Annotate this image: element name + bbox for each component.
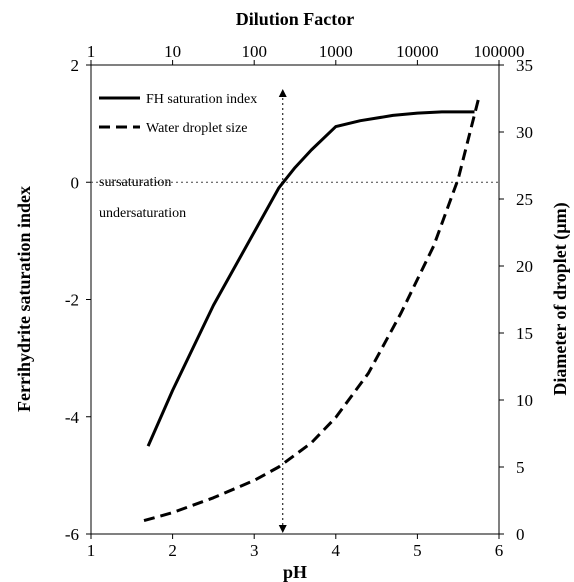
arrowhead-down-icon [278,525,287,533]
bottom-tick-label: 5 [413,541,422,560]
right-tick-label: 10 [516,391,533,410]
arrowhead-up-icon [278,89,287,97]
right-tick-label: 30 [516,123,533,142]
legend: FH saturation index Water droplet size [99,92,257,136]
left-ticks: -6 -4 -2 0 2 [65,56,91,544]
bottom-tick-label: 6 [495,541,504,560]
series-group [143,98,481,523]
bottom-tick-label: 1 [87,541,96,560]
right-tick-label: 15 [516,324,533,343]
top-tick-label: 100 [241,42,267,61]
x-axis-title: pH [283,562,307,582]
bottom-tick-label: 4 [332,541,341,560]
left-axis-title: Ferrihydrite saturation index [14,186,34,412]
right-tick-label: 5 [516,458,525,477]
right-axis-title: Diameter of droplet (µm) [550,202,571,395]
bottom-tick-label: 3 [250,541,259,560]
annotation-sursaturation: sursaturation [99,175,171,190]
right-tick-label: 35 [516,56,533,75]
top-tick-label: 1000 [319,42,353,61]
left-tick-label: -2 [65,291,79,310]
top-tick-label: 1 [87,42,96,61]
reference-lines [91,89,499,533]
top-tick-label: 10 [164,42,181,61]
top-tick-label: 100000 [474,42,525,61]
top-tick-label: 10000 [396,42,439,61]
legend-label-fh: FH saturation index [146,92,257,107]
left-tick-label: 2 [71,56,80,75]
series-line-droplet-size [143,98,481,523]
top-ticks: 1 10 100 1000 10000 100000 [87,42,525,65]
top-axis-title: Dilution Factor [236,9,355,29]
right-ticks: 0 5 10 15 20 25 30 35 [499,56,533,544]
bottom-tick-label: 2 [168,541,177,560]
annotation-undersaturation: undersaturation [99,206,186,221]
bottom-ticks: 1 2 3 4 5 6 [87,534,504,560]
right-tick-label: 0 [516,525,525,544]
legend-label-droplet: Water droplet size [146,121,248,136]
left-tick-label: -4 [65,408,80,427]
right-tick-label: 20 [516,257,533,276]
series-line-fh-saturation [146,110,475,447]
right-tick-label: 25 [516,190,533,209]
left-tick-label: 0 [71,173,80,192]
left-tick-label: -6 [65,525,79,544]
